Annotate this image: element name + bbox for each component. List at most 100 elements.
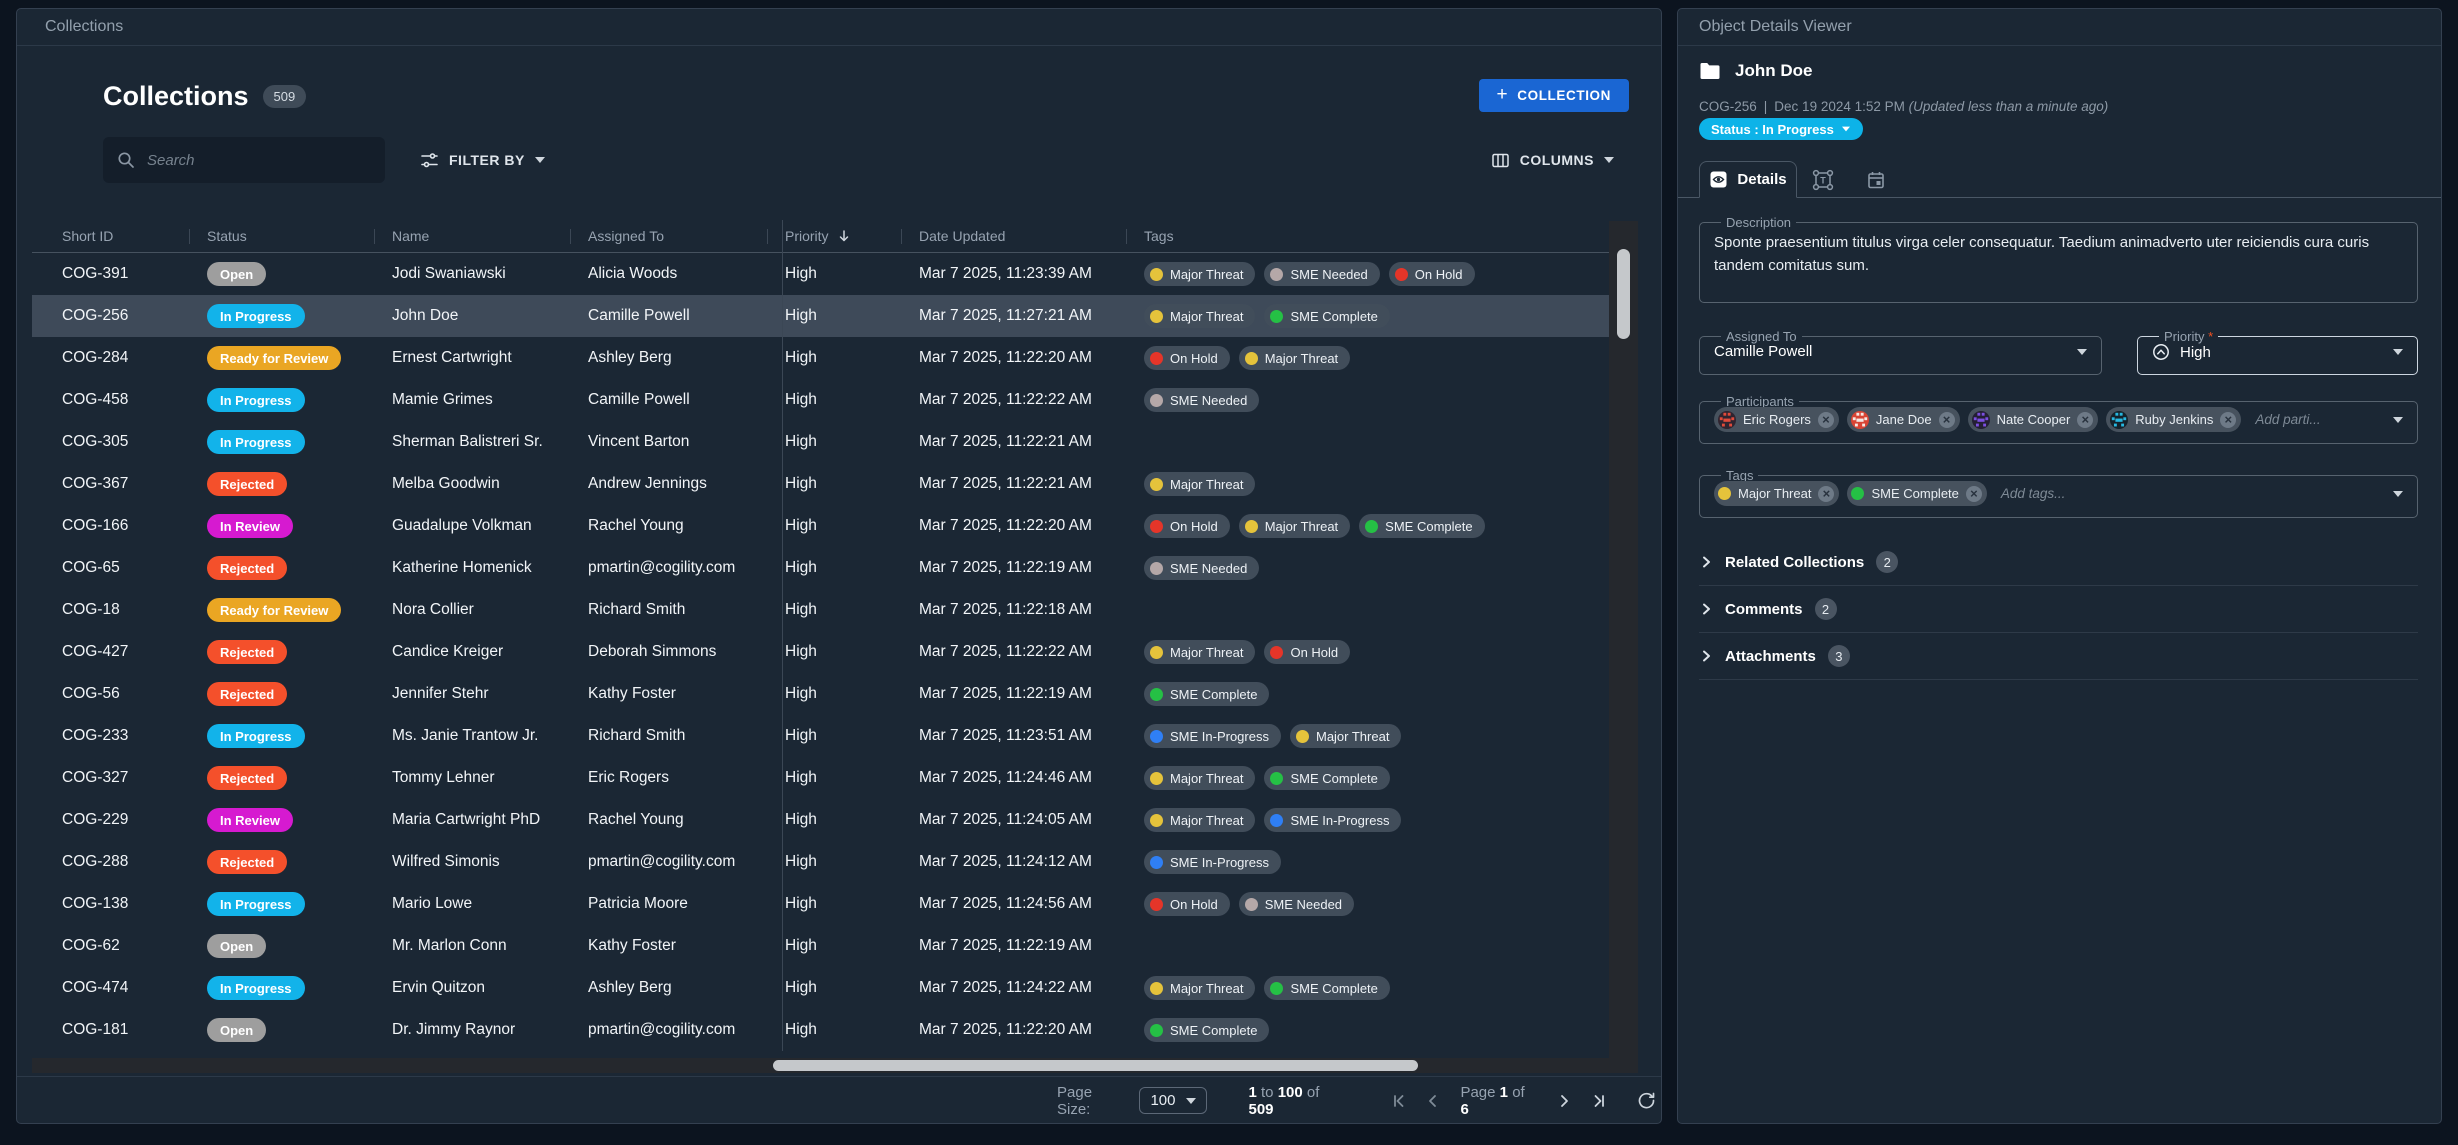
table-row[interactable]: COG-166 In Review Guadalupe Volkman Rachel …: [32, 505, 1609, 547]
participant-avatar: [1718, 410, 1736, 429]
column-header-short-id[interactable]: Short ID: [32, 220, 189, 252]
column-header-tags[interactable]: Tags: [1126, 220, 1609, 252]
tag-chip[interactable]: SME Complete ×: [1847, 481, 1987, 506]
tag-color-dot: [1150, 1023, 1163, 1037]
priority-field[interactable]: Priority * High: [2137, 329, 2418, 375]
table-row[interactable]: COG-284 Ready for Review Ernest Cartwright…: [32, 337, 1609, 379]
table-row[interactable]: COG-474 In Progress Ervin Quitzon Ashley Be…: [32, 967, 1609, 1009]
tag-chip: Major Threat: [1144, 808, 1256, 832]
table-row[interactable]: COG-256 In Progress John Doe Camille Powell…: [32, 295, 1609, 337]
table-row[interactable]: COG-62 Open Mr. Marlon Conn Kathy Foster Hig…: [32, 925, 1609, 967]
participant-chip[interactable]: Ruby Jenkins ×: [2106, 407, 2242, 432]
participant-chip[interactable]: Nate Cooper ×: [1967, 407, 2099, 432]
table-row[interactable]: COG-18 Ready for Review Nora Collier Richar…: [32, 589, 1609, 631]
chevron-down-icon[interactable]: [2077, 348, 2087, 355]
tab-calendar[interactable]: [1863, 167, 1889, 193]
chevron-down-icon[interactable]: [2393, 416, 2403, 423]
cell-tags: Major Threat SME Complete: [1126, 976, 1609, 1000]
table-row[interactable]: COG-233 In Progress Ms. Janie Trantow Jr. R…: [32, 715, 1609, 757]
chevron-down-icon[interactable]: [2393, 349, 2403, 355]
cell-tags: On Hold Major Threat SME Complete: [1126, 514, 1609, 538]
first-page-button[interactable]: [1385, 1086, 1415, 1116]
table-row[interactable]: COG-305 In Progress Sherman Balistreri Sr.…: [32, 421, 1609, 463]
tab-annotations[interactable]: T: [1810, 167, 1836, 193]
columns-button[interactable]: COLUMNS: [1491, 137, 1614, 183]
description-field: Description Sponte praesentium titulus v…: [1699, 215, 2418, 303]
cell-tags: SME Needed: [1126, 388, 1609, 412]
horizontal-scrollbar[interactable]: [32, 1058, 1638, 1073]
remove-participant-icon[interactable]: ×: [2220, 411, 2237, 428]
assigned-to-field[interactable]: Assigned To Camille Powell: [1699, 329, 2102, 375]
search-input[interactable]: [145, 150, 371, 170]
page-size-select[interactable]: 100: [1139, 1087, 1207, 1114]
table-row[interactable]: COG-65 Rejected Katherine Homenick pmartin@…: [32, 547, 1609, 589]
previous-page-button[interactable]: [1418, 1086, 1448, 1116]
table-row[interactable]: COG-138 In Progress Mario Lowe Patricia Moo…: [32, 883, 1609, 925]
search-box[interactable]: [103, 137, 385, 183]
table-row[interactable]: COG-327 Rejected Tommy Lehner Eric Rogers Hi…: [32, 757, 1609, 799]
remove-tag-icon[interactable]: ×: [1965, 485, 1982, 502]
next-page-button[interactable]: [1549, 1086, 1579, 1116]
table-row[interactable]: COG-181 Open Dr. Jimmy Raynor pmartin@cogil…: [32, 1009, 1609, 1051]
status-badge: In Review: [207, 808, 293, 832]
table-row[interactable]: COG-367 Rejected Melba Goodwin Andrew Jenni…: [32, 463, 1609, 505]
section-related-collections[interactable]: Related Collections 2: [1699, 539, 2418, 586]
table-row[interactable]: COG-427 Rejected Candice Kreiger Deborah Si…: [32, 631, 1609, 673]
tag-color-dot: [1150, 351, 1163, 365]
tags-field[interactable]: Tags Major Threat × SME Complete × Add tags…: [1699, 468, 2418, 518]
section-attachments[interactable]: Attachments 3: [1699, 633, 2418, 680]
add-collection-button[interactable]: + COLLECTION: [1478, 79, 1629, 112]
cell-status: In Review: [189, 808, 374, 832]
tag-color-dot: [1150, 267, 1163, 281]
text-frame-icon: T: [1812, 169, 1834, 191]
table-row[interactable]: COG-458 In Progress Mamie Grimes Camille Po…: [32, 379, 1609, 421]
tag-chip[interactable]: Major Threat ×: [1714, 481, 1840, 506]
column-header-name[interactable]: Name: [374, 220, 570, 252]
cell-status: Open: [189, 1018, 374, 1042]
table-row[interactable]: COG-391 Open Jodi Swaniawski Alicia Woods Hi…: [32, 253, 1609, 295]
participant-chip[interactable]: Eric Rogers ×: [1714, 407, 1839, 432]
section-comments[interactable]: Comments 2: [1699, 586, 2418, 633]
horizontal-scrollbar-thumb[interactable]: [773, 1060, 1418, 1071]
column-header-priority[interactable]: Priority: [767, 220, 901, 252]
remove-participant-icon[interactable]: ×: [2077, 411, 2094, 428]
table-row[interactable]: COG-56 Rejected Jennifer Stehr Kathy Foster…: [32, 673, 1609, 715]
tab-details[interactable]: Details: [1699, 161, 1797, 198]
cell-assigned-to: Ashley Berg: [588, 979, 672, 996]
participants-placeholder[interactable]: Add parti...: [2255, 412, 2321, 427]
chevron-down-icon[interactable]: [2393, 490, 2403, 497]
column-header-assigned-to[interactable]: Assigned To: [570, 220, 767, 252]
page-title: Collections: [103, 81, 249, 111]
status-badge: Rejected: [207, 472, 288, 496]
pagination-footer: Page Size: 100 1 to 100 of 509: [17, 1076, 1661, 1124]
filter-by-button[interactable]: FILTER BY: [420, 137, 545, 183]
cell-name: Jodi Swaniawski: [392, 265, 506, 282]
cell-short-id: COG-233: [62, 727, 129, 744]
cell-short-id: COG-327: [62, 769, 129, 786]
remove-tag-icon[interactable]: ×: [1818, 485, 1835, 502]
remove-participant-icon[interactable]: ×: [1817, 411, 1834, 428]
column-header-status[interactable]: Status: [189, 220, 374, 252]
cell-tags: Major Threat On Hold: [1126, 640, 1609, 664]
description-text[interactable]: Sponte praesentium titulus virga celer c…: [1714, 234, 2370, 275]
participants-field[interactable]: Participants Eric Rogers × Jane Doe × Nate C…: [1699, 394, 2418, 444]
vertical-scrollbar-thumb[interactable]: [1617, 249, 1630, 339]
status-dropdown-chip[interactable]: Status : In Progress: [1699, 118, 1863, 140]
status-badge: In Progress: [207, 388, 305, 412]
column-header-date-updated[interactable]: Date Updated: [901, 220, 1126, 252]
cell-assigned-to: pmartin@cogility.com: [588, 853, 736, 870]
add-collection-label: COLLECTION: [1517, 88, 1611, 103]
section-count-badge: 2: [1814, 598, 1837, 620]
refresh-button[interactable]: [1631, 1086, 1661, 1116]
vertical-scrollbar[interactable]: [1609, 221, 1638, 1065]
cell-tags: SME In-Progress: [1126, 850, 1609, 874]
table-row[interactable]: COG-229 In Review Maria Cartwright PhD Rach…: [32, 799, 1609, 841]
cell-priority: High: [785, 433, 817, 450]
last-page-button[interactable]: [1583, 1086, 1613, 1116]
participant-chip[interactable]: Jane Doe ×: [1846, 407, 1960, 432]
cell-assigned-to: Eric Rogers: [588, 769, 669, 786]
tags-placeholder[interactable]: Add tags...: [2000, 486, 2066, 501]
table-row[interactable]: COG-288 Rejected Wilfred Simonis pmartin@co…: [32, 841, 1609, 883]
remove-participant-icon[interactable]: ×: [1938, 411, 1955, 428]
tag-chip: Major Threat: [1144, 976, 1256, 1000]
